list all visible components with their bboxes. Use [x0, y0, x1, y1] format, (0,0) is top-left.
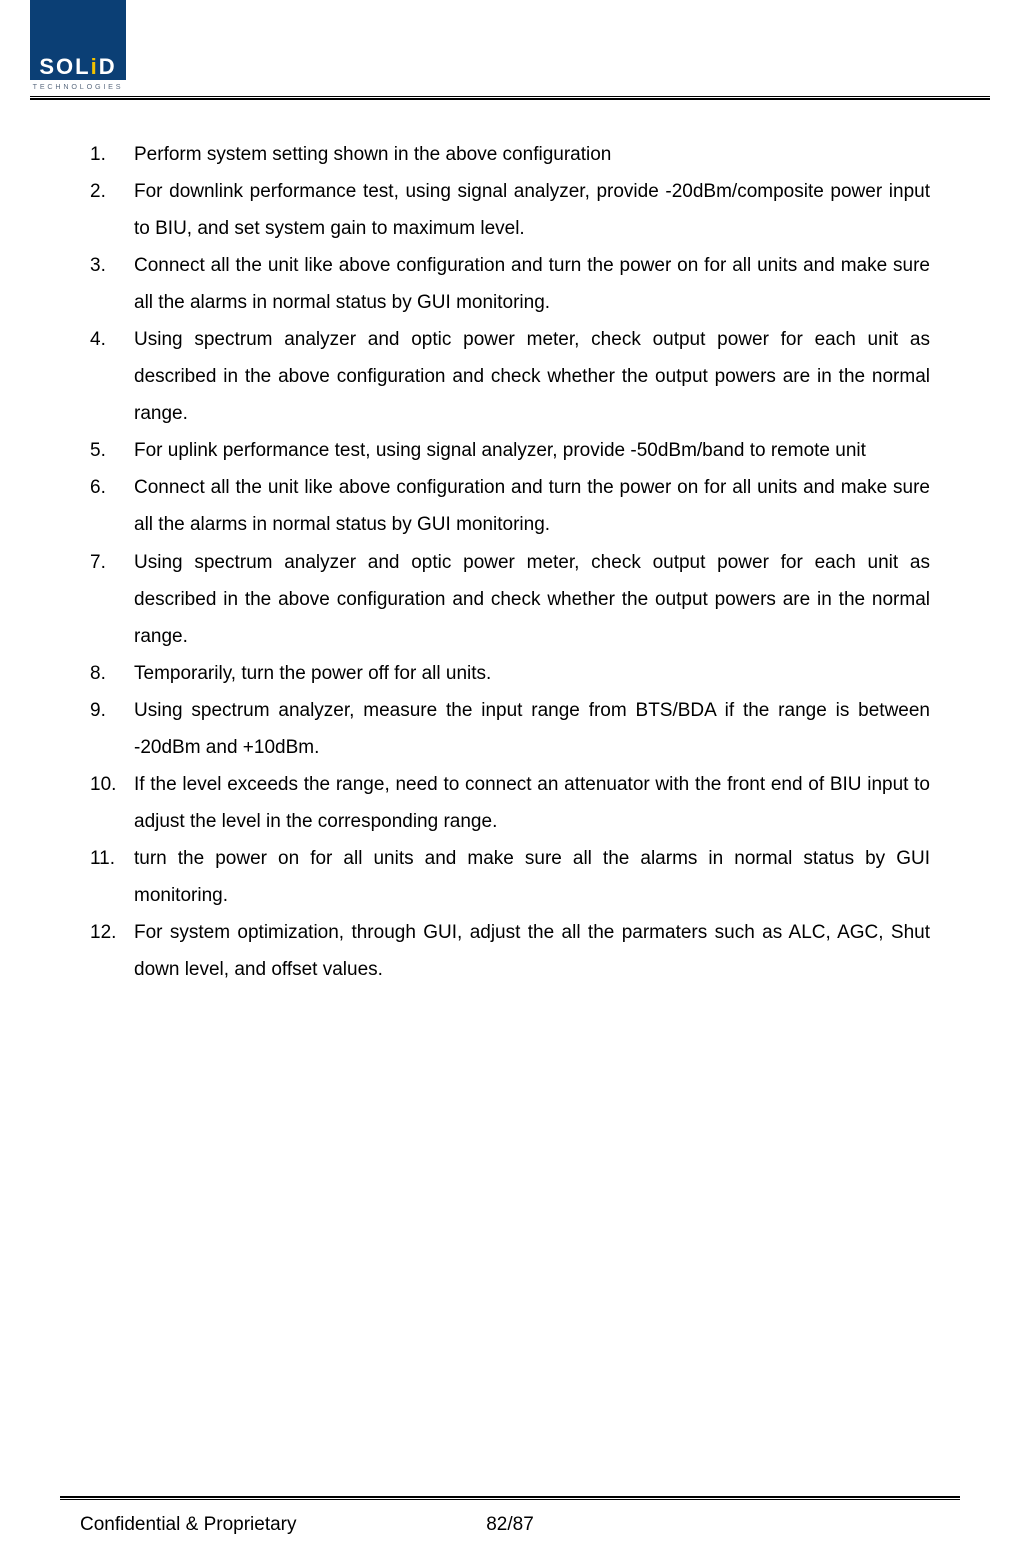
procedure-list: 1. Perform system setting shown in the a…	[90, 136, 930, 988]
list-item-number: 1.	[90, 136, 134, 173]
list-item-text: For system optimization, through GUI, ad…	[134, 914, 930, 988]
list-item-number: 7.	[90, 544, 134, 655]
list-item-number: 9.	[90, 692, 134, 766]
list-item: 10. If the level exceeds the range, need…	[90, 766, 930, 840]
list-item: 6. Connect all the unit like above confi…	[90, 469, 930, 543]
list-item: 9. Using spectrum analyzer, measure the …	[90, 692, 930, 766]
page-content: 1. Perform system setting shown in the a…	[60, 108, 960, 988]
list-item: 7. Using spectrum analyzer and optic pow…	[90, 544, 930, 655]
logo-subline: TECHNOLOGIES	[30, 80, 126, 91]
list-item-number: 4.	[90, 321, 134, 432]
list-item-text: If the level exceeds the range, need to …	[134, 766, 930, 840]
list-item: 11. turn the power on for all units and …	[90, 840, 930, 914]
list-item-number: 10.	[90, 766, 134, 840]
list-item-text: Temporarily, turn the power off for all …	[134, 655, 930, 692]
list-item-number: 8.	[90, 655, 134, 692]
logo-letter: L	[75, 54, 90, 79]
footer-divider	[60, 1496, 960, 1500]
list-item-text: Using spectrum analyzer, measure the inp…	[134, 692, 930, 766]
list-item-text: turn the power on for all units and make…	[134, 840, 930, 914]
list-item-text: Using spectrum analyzer and optic power …	[134, 321, 930, 432]
logo-wordmark: SOLiD	[30, 54, 126, 80]
list-item-number: 3.	[90, 247, 134, 321]
logo-letter: D	[99, 54, 117, 79]
header-divider	[30, 96, 990, 100]
list-item-number: 2.	[90, 173, 134, 247]
list-item: 5. For uplink performance test, using si…	[90, 432, 930, 469]
list-item-number: 12.	[90, 914, 134, 988]
page-header: SOLiD TECHNOLOGIES	[60, 0, 960, 100]
list-item: 3. Connect all the unit like above confi…	[90, 247, 930, 321]
logo-block	[30, 0, 126, 54]
list-item-text: Connect all the unit like above configur…	[134, 469, 930, 543]
brand-logo: SOLiD TECHNOLOGIES	[30, 0, 126, 91]
list-item-text: Perform system setting shown in the abov…	[134, 136, 930, 173]
logo-letter: S	[39, 54, 56, 79]
list-item: 8. Temporarily, turn the power off for a…	[90, 655, 930, 692]
list-item: 1. Perform system setting shown in the a…	[90, 136, 930, 173]
list-item: 12. For system optimization, through GUI…	[90, 914, 930, 988]
page: SOLiD TECHNOLOGIES 1. Perform system set…	[0, 0, 1020, 1562]
logo-letter: O	[56, 54, 75, 79]
list-item-text: Connect all the unit like above configur…	[134, 247, 930, 321]
footer-page-number: 82/87	[60, 1514, 960, 1536]
list-item-text: Using spectrum analyzer and optic power …	[134, 544, 930, 655]
list-item-text: For uplink performance test, using signa…	[134, 432, 930, 469]
list-item-number: 5.	[90, 432, 134, 469]
list-item-text: For downlink performance test, using sig…	[134, 173, 930, 247]
logo-letter-accent: i	[91, 54, 99, 79]
page-footer: Confidential & Proprietary 82/87	[60, 1514, 960, 1536]
list-item: 2. For downlink performance test, using …	[90, 173, 930, 247]
list-item-number: 6.	[90, 469, 134, 543]
list-item: 4. Using spectrum analyzer and optic pow…	[90, 321, 930, 432]
list-item-number: 11.	[90, 840, 134, 914]
